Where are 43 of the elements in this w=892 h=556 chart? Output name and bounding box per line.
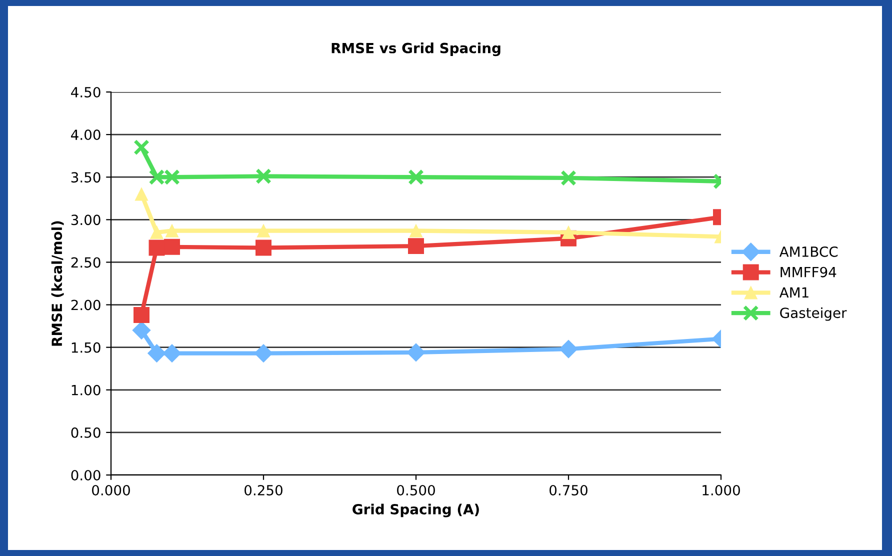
chart-title: RMSE vs Grid Spacing	[332, 42, 500, 56]
x-tick-label: 1.000	[702, 484, 740, 496]
x-tick-label: 0.250	[244, 484, 282, 496]
point	[408, 238, 424, 254]
point	[165, 224, 179, 238]
y-tick-label: 1.00	[72, 384, 100, 396]
y-tick-label: 1.50	[72, 342, 100, 353]
point	[256, 168, 272, 184]
point	[254, 344, 273, 362]
point	[256, 224, 270, 238]
point	[162, 344, 182, 362]
y-tick-label: 2.50	[71, 257, 100, 268]
point	[134, 188, 148, 201]
y-tick-label: 2.00	[71, 300, 100, 310]
legend-label: MMFF94	[780, 266, 836, 278]
y-tick-label: 0.50	[71, 427, 100, 438]
x-tick-label: 0.000	[92, 484, 130, 496]
point	[406, 343, 426, 362]
x-tick-label: 0.750	[550, 484, 588, 496]
x-tick-label: 0.500	[397, 484, 435, 496]
legend-label: AM1BCC	[779, 246, 838, 257]
point	[164, 238, 180, 255]
point	[134, 307, 150, 323]
y-tick-label: 3.50	[71, 172, 100, 183]
point	[150, 226, 164, 240]
point	[256, 240, 272, 256]
point	[409, 224, 423, 238]
y-tick-label: 4.50	[71, 86, 100, 98]
point	[148, 344, 166, 362]
y-tick-label: 0.00	[71, 470, 100, 480]
legend-label: AM1	[779, 287, 808, 298]
legend-label: Gasteiger	[780, 307, 847, 321]
point	[562, 226, 576, 240]
point	[148, 240, 165, 256]
point	[132, 321, 151, 340]
point	[560, 170, 576, 186]
y-tick-label: 3.00	[71, 214, 100, 226]
point	[408, 169, 424, 186]
y-tick-label: 4.00	[71, 130, 100, 140]
point	[134, 139, 150, 156]
point	[559, 340, 578, 358]
y-axis-title: RMSE (kcal/mol)	[51, 221, 64, 346]
x-axis-title: Grid Spacing (A)	[352, 504, 479, 518]
